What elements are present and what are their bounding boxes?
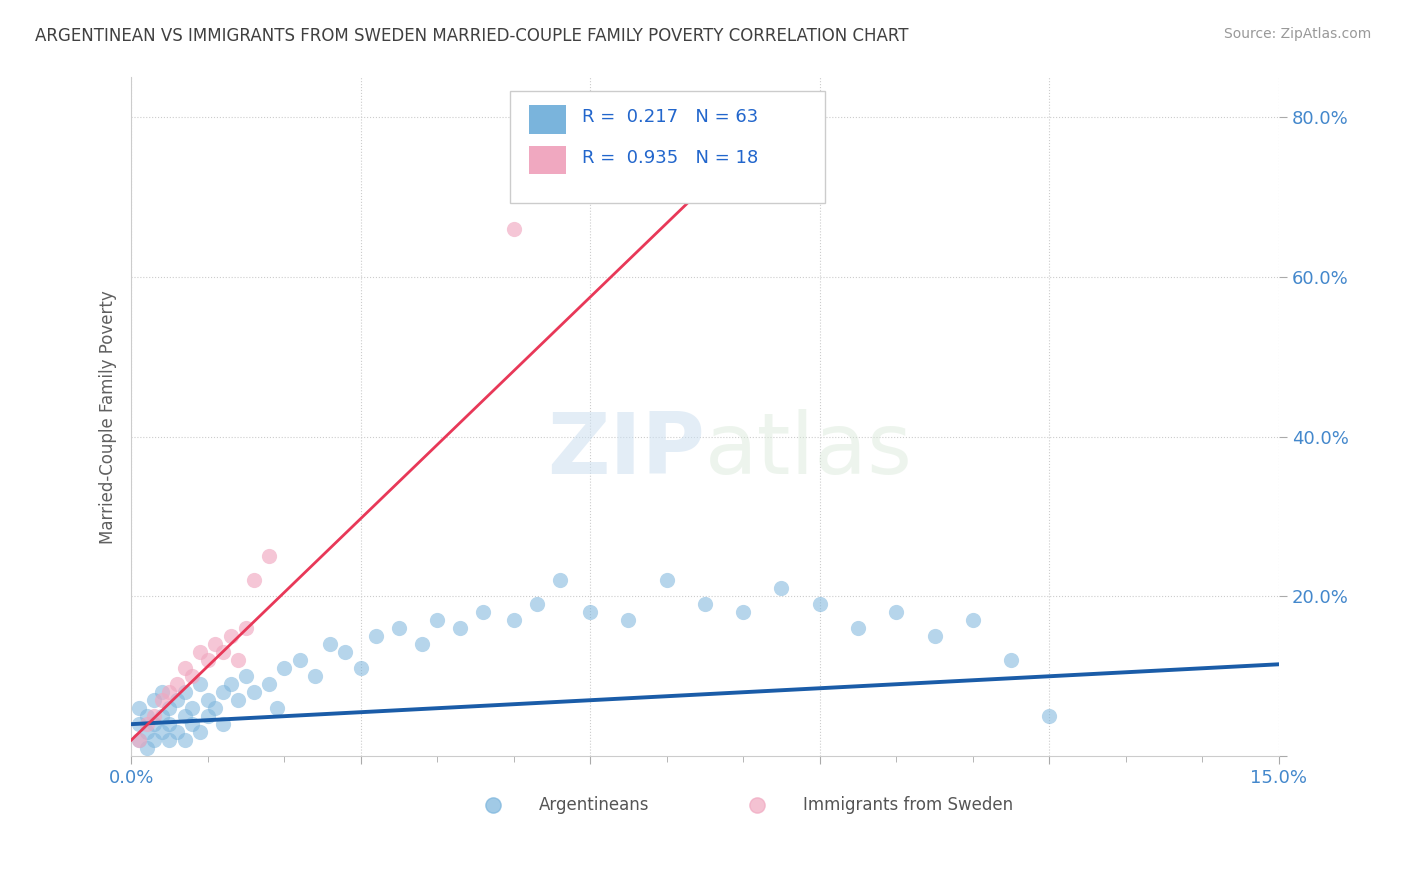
Point — [128, 733, 150, 747]
Point — [617, 613, 640, 627]
Point — [197, 653, 219, 667]
Point — [212, 685, 235, 699]
Point — [502, 613, 524, 627]
Point — [128, 717, 150, 731]
Point — [173, 661, 195, 675]
Point — [526, 598, 548, 612]
Point — [579, 606, 602, 620]
Point — [150, 685, 173, 699]
Point — [173, 733, 195, 747]
Point — [204, 701, 226, 715]
Text: R =  0.217   N = 63: R = 0.217 N = 63 — [582, 108, 758, 126]
Point — [388, 621, 411, 635]
Point — [235, 669, 257, 683]
Point — [159, 685, 181, 699]
Point — [219, 629, 242, 643]
Point — [846, 621, 869, 635]
Point — [128, 701, 150, 715]
Point — [143, 733, 166, 747]
Point — [197, 709, 219, 723]
Point — [364, 629, 387, 643]
Point — [204, 637, 226, 651]
Point — [181, 669, 204, 683]
Text: ZIP: ZIP — [547, 409, 704, 492]
Text: ARGENTINEAN VS IMMIGRANTS FROM SWEDEN MARRIED-COUPLE FAMILY POVERTY CORRELATION : ARGENTINEAN VS IMMIGRANTS FROM SWEDEN MA… — [35, 27, 908, 45]
Point — [143, 709, 166, 723]
Point — [472, 606, 495, 620]
Point — [1000, 653, 1022, 667]
Point — [150, 693, 173, 707]
Point — [212, 717, 235, 731]
Point — [135, 717, 157, 731]
Point — [273, 661, 295, 675]
Point — [143, 693, 166, 707]
Point — [655, 574, 678, 588]
Point — [1038, 709, 1060, 723]
Point — [962, 613, 984, 627]
Point — [350, 661, 373, 675]
Text: atlas: atlas — [704, 409, 912, 492]
Point — [770, 582, 793, 596]
Point — [212, 645, 235, 659]
Text: Immigrants from Sweden: Immigrants from Sweden — [803, 796, 1012, 814]
Text: R =  0.935   N = 18: R = 0.935 N = 18 — [582, 149, 758, 167]
Point — [166, 677, 188, 691]
Point — [228, 693, 250, 707]
Point — [266, 701, 288, 715]
Point — [304, 669, 326, 683]
Point — [135, 709, 157, 723]
Point — [188, 725, 211, 739]
Point — [733, 606, 755, 620]
Point — [150, 725, 173, 739]
Point — [449, 621, 471, 635]
Point — [502, 222, 524, 236]
Point — [242, 574, 264, 588]
Point — [135, 741, 157, 756]
FancyBboxPatch shape — [510, 91, 825, 203]
Point — [128, 733, 150, 747]
Text: Source: ZipAtlas.com: Source: ZipAtlas.com — [1223, 27, 1371, 41]
Point — [319, 637, 342, 651]
Point — [426, 613, 449, 627]
Point — [242, 685, 264, 699]
Point — [808, 598, 831, 612]
Point — [235, 621, 257, 635]
Point — [166, 693, 188, 707]
Point — [143, 717, 166, 731]
Point — [228, 653, 250, 667]
Text: Argentineans: Argentineans — [538, 796, 650, 814]
Point — [188, 645, 211, 659]
Bar — [530, 105, 567, 134]
Point — [150, 709, 173, 723]
Point — [693, 598, 716, 612]
Point — [197, 693, 219, 707]
Point — [181, 717, 204, 731]
Point — [335, 645, 357, 659]
Point — [159, 717, 181, 731]
Point — [288, 653, 311, 667]
Point — [159, 701, 181, 715]
Point — [411, 637, 433, 651]
Point — [135, 725, 157, 739]
Point — [173, 685, 195, 699]
Point — [548, 574, 571, 588]
Point — [166, 725, 188, 739]
Point — [188, 677, 211, 691]
Point — [173, 709, 195, 723]
Point — [181, 701, 204, 715]
Point — [159, 733, 181, 747]
Bar — [530, 146, 567, 175]
Point — [924, 629, 946, 643]
Point — [219, 677, 242, 691]
Point — [257, 677, 280, 691]
Y-axis label: Married-Couple Family Poverty: Married-Couple Family Poverty — [100, 290, 117, 543]
Point — [257, 549, 280, 564]
Point — [884, 606, 907, 620]
